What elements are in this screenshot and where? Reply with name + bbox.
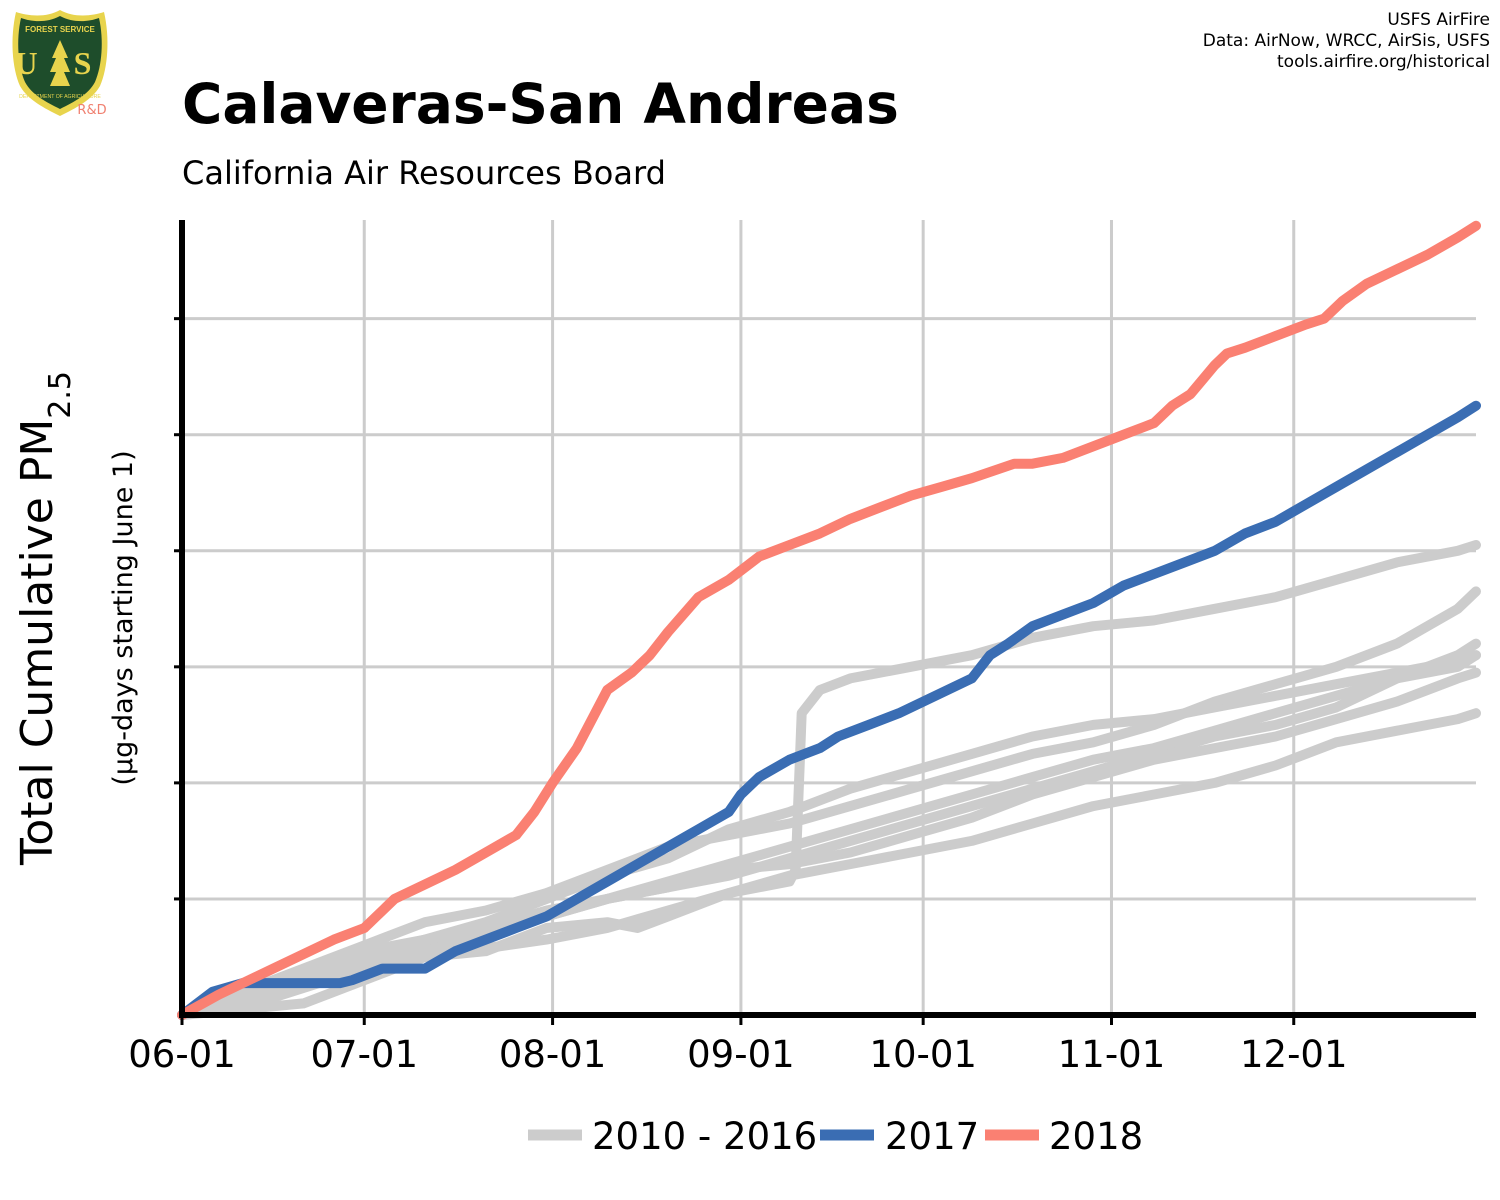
series-line-2018 <box>177 220 1481 1020</box>
legend-label: 2017 <box>885 1115 979 1158</box>
x-tick-label: 10-01 <box>869 1033 977 1076</box>
series-line-2017 <box>177 400 1481 1020</box>
credit-line-url: tools.airfire.org/historical <box>1277 52 1490 72</box>
series-line-historical <box>177 667 1481 1020</box>
legend-label: 2018 <box>1049 1115 1143 1158</box>
series-line-historical <box>177 586 1481 1020</box>
x-tick-label: 06-01 <box>128 1033 236 1076</box>
logo-center-text: U S <box>15 45 106 81</box>
forest-service-shield-icon: FOREST SERVICE U S DEPARTMENT OF AGRICUL… <box>12 10 108 118</box>
axes <box>174 220 1476 1025</box>
y-axis-label: Total Cumulative PM2.5 (µg-days starting… <box>12 371 139 866</box>
series-line-historical <box>177 650 1481 1020</box>
logo-top-text: FOREST SERVICE <box>25 25 95 34</box>
x-tick-labels: 06-01 07-01 08-01 09-01 10-01 11-01 12-01 <box>128 1033 1347 1076</box>
x-tick-label: 11-01 <box>1058 1033 1166 1076</box>
series-line-historical <box>177 540 1481 1020</box>
tree-icon <box>50 40 70 86</box>
y-axis-subtitle: (µg-days starting June 1) <box>108 450 139 785</box>
legend: 2010 - 2016 2017 2018 <box>528 1115 1143 1158</box>
y-axis-title-subscript: 2.5 <box>43 371 78 419</box>
series-line-historical <box>177 708 1481 1020</box>
credit-line-data-sources: Data: AirNow, WRCC, AirSis, USFS <box>1202 31 1490 51</box>
x-tick-label: 08-01 <box>499 1033 607 1076</box>
chart-subtitle: California Air Resources Board <box>182 154 666 192</box>
x-tick-label: 12-01 <box>1240 1033 1348 1076</box>
series-layer <box>177 220 1481 1020</box>
forest-service-logo: FOREST SERVICE U S DEPARTMENT OF AGRICUL… <box>8 8 112 118</box>
chart-title: Calaveras-San Andreas <box>182 72 899 136</box>
credit-line-airfire: USFS AirFire <box>1387 10 1490 30</box>
logo-bottom-text: DEPARTMENT OF AGRICULTURE <box>19 94 101 100</box>
credits: USFS AirFire Data: AirNow, WRCC, AirSis,… <box>1203 10 1490 73</box>
x-tick-label: 07-01 <box>310 1033 418 1076</box>
y-axis-title: Total Cumulative PM2.5 <box>12 371 78 866</box>
x-tick-label: 09-01 <box>687 1033 795 1076</box>
rnd-badge: R&D <box>77 103 106 118</box>
legend-label: 2010 - 2016 <box>592 1115 817 1158</box>
grid <box>180 220 1476 1017</box>
